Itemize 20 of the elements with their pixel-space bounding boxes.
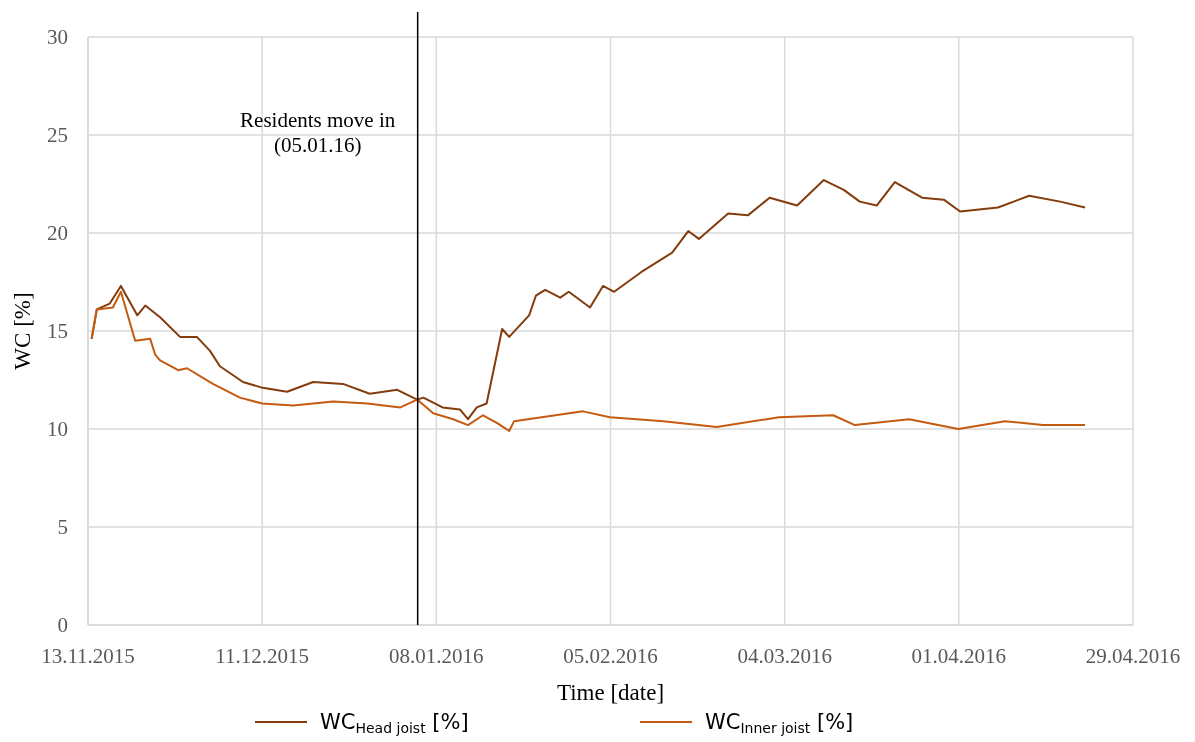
- legend-label: WC$_{Head joist}$ [%]: [320, 710, 469, 737]
- y-tick-label: 25: [47, 123, 68, 148]
- x-tick-label: 11.12.2015: [215, 644, 310, 668]
- y-tick-label: 10: [47, 417, 68, 442]
- x-tick-label: 04.03.2016: [737, 644, 832, 668]
- y-tick-label: 15: [47, 319, 68, 344]
- x-tick-label: 01.04.2016: [911, 644, 1007, 668]
- line-series: [90, 290, 1087, 432]
- x-tick-label: 08.01.2016: [389, 644, 484, 668]
- x-tick-label: 29.04.2016: [1085, 644, 1181, 668]
- legend-label: WC$_{Inner joist}$ [%]: [705, 710, 854, 737]
- y-tick-label: 0: [57, 613, 68, 638]
- y-tick-label: 20: [47, 221, 68, 246]
- y-tick-label: 5: [57, 515, 68, 540]
- ref-line-label: Residents move in (05.01.16): [240, 108, 396, 157]
- y-axis-title: WC [%]: [10, 292, 35, 370]
- x-axis-title: Time [date]: [556, 680, 665, 705]
- x-tick-label: 05.02.2016: [563, 644, 658, 668]
- y-tick-label: 30: [47, 25, 68, 50]
- x-tick-label: 13.11.2015: [41, 644, 135, 668]
